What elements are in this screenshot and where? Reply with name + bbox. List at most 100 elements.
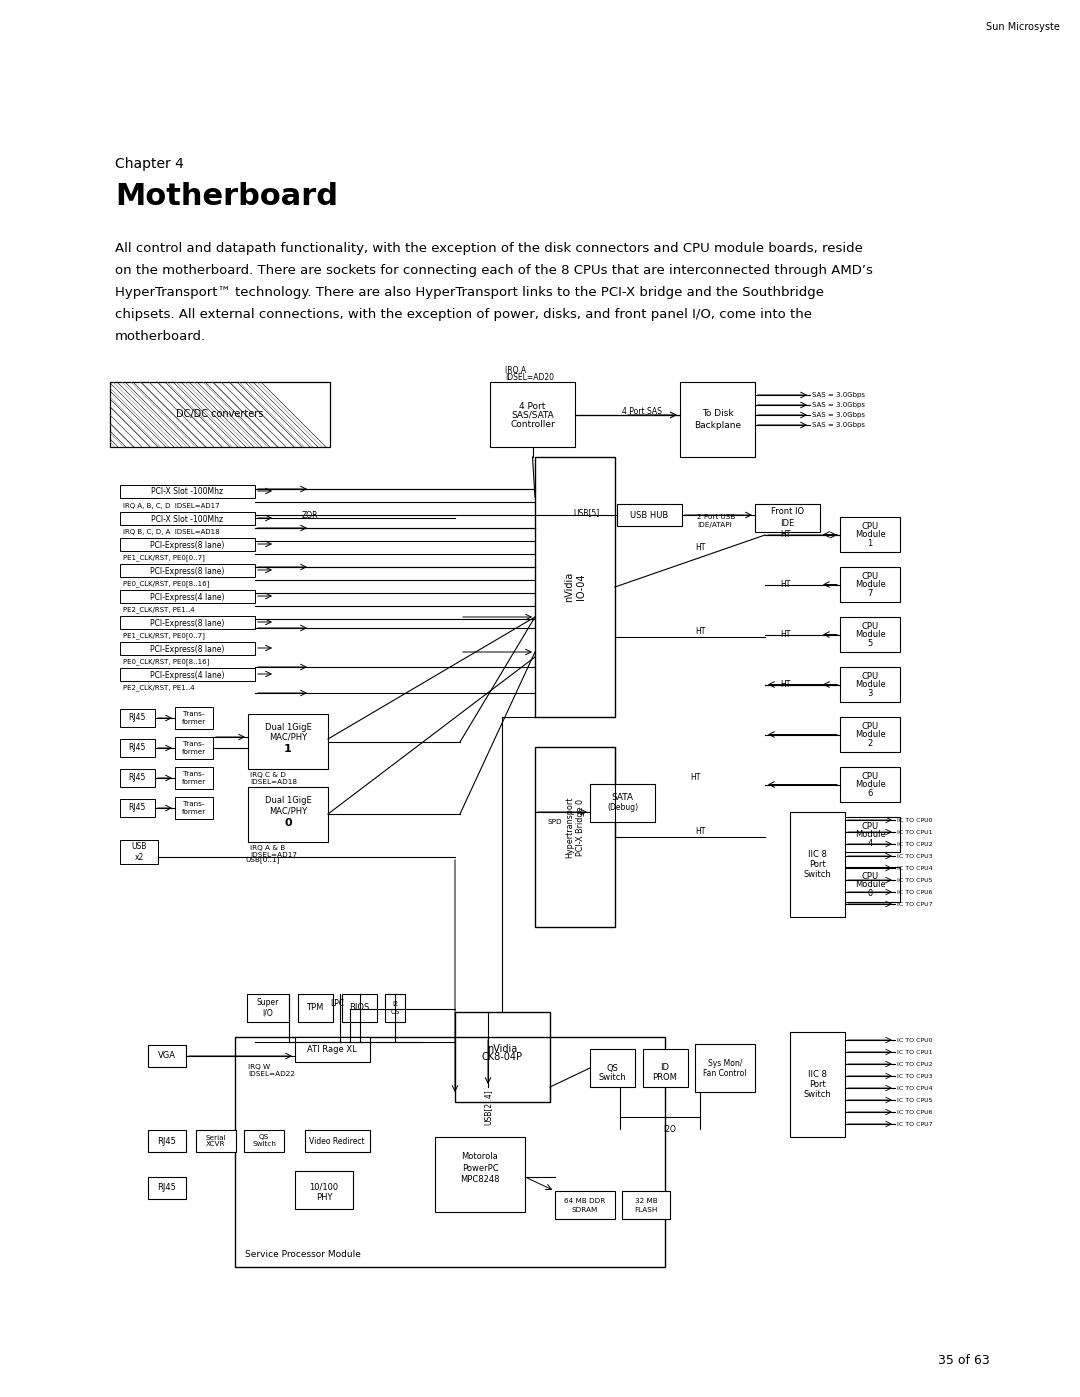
Bar bbox=[696, 1044, 755, 1092]
Text: PE0_CLK/RST, PE0[8..16]: PE0_CLK/RST, PE0[8..16] bbox=[123, 581, 210, 587]
Text: PCI-Express(4 lane): PCI-Express(4 lane) bbox=[150, 592, 225, 602]
Text: ID: ID bbox=[661, 1063, 670, 1073]
Text: Serial
XCVR: Serial XCVR bbox=[206, 1134, 226, 1147]
Bar bbox=[840, 817, 900, 852]
Text: 7: 7 bbox=[867, 590, 873, 598]
Text: FLASH: FLASH bbox=[634, 1207, 658, 1213]
Text: Trans-
former: Trans- former bbox=[181, 711, 206, 725]
Text: IDSEL=AD22: IDSEL=AD22 bbox=[248, 1071, 295, 1077]
Text: PCI-Express(8 lane): PCI-Express(8 lane) bbox=[150, 567, 225, 576]
Text: IDE: IDE bbox=[781, 518, 795, 528]
Text: motherboard.: motherboard. bbox=[114, 330, 206, 344]
Bar bbox=[120, 643, 255, 655]
Bar bbox=[175, 798, 213, 819]
Text: IC TO CPU7: IC TO CPU7 bbox=[897, 1122, 933, 1126]
Text: QS: QS bbox=[606, 1063, 618, 1073]
Text: BIOS: BIOS bbox=[349, 1003, 369, 1013]
Text: CPU: CPU bbox=[862, 522, 878, 531]
Text: 1: 1 bbox=[284, 745, 292, 754]
Text: 10/100: 10/100 bbox=[310, 1182, 338, 1192]
Text: Dual 1GigE: Dual 1GigE bbox=[265, 724, 311, 732]
Text: RJ45: RJ45 bbox=[129, 774, 146, 782]
Text: CPU: CPU bbox=[862, 622, 878, 631]
Text: Switch: Switch bbox=[804, 870, 832, 879]
Text: 4 Port SAS: 4 Port SAS bbox=[622, 407, 662, 415]
Text: Backplane: Backplane bbox=[694, 420, 741, 430]
Bar bbox=[120, 590, 255, 604]
Text: HT: HT bbox=[694, 542, 705, 552]
Text: I2O: I2O bbox=[663, 1125, 676, 1133]
Bar bbox=[175, 707, 213, 729]
Text: Front IO: Front IO bbox=[771, 507, 805, 517]
Text: IRQ A: IRQ A bbox=[505, 366, 526, 374]
Text: Module: Module bbox=[854, 830, 886, 840]
Text: 2 Port USB: 2 Port USB bbox=[697, 514, 735, 520]
Text: SDRAM: SDRAM bbox=[572, 1207, 598, 1213]
Text: Module: Module bbox=[854, 880, 886, 888]
Text: 0: 0 bbox=[867, 888, 873, 898]
Text: HT: HT bbox=[780, 580, 791, 590]
Bar bbox=[175, 767, 213, 789]
Text: I2
OS: I2 OS bbox=[390, 1002, 400, 1014]
Text: Port: Port bbox=[809, 1080, 826, 1090]
Text: PE1_CLK/RST, PE0[0..7]: PE1_CLK/RST, PE0[0..7] bbox=[123, 633, 205, 640]
Text: Sun Microsyste: Sun Microsyste bbox=[986, 22, 1059, 32]
Text: nVidia: nVidia bbox=[487, 1044, 517, 1053]
Text: Module: Module bbox=[854, 680, 886, 689]
Text: IC TO CPU1: IC TO CPU1 bbox=[897, 1049, 932, 1055]
Bar bbox=[840, 617, 900, 652]
Text: IC TO CPU6: IC TO CPU6 bbox=[897, 1109, 932, 1115]
Bar bbox=[148, 1130, 186, 1153]
Text: nVidia
IO-04: nVidia IO-04 bbox=[564, 571, 585, 602]
Text: Switch: Switch bbox=[804, 1090, 832, 1099]
Text: Switch: Switch bbox=[598, 1073, 626, 1083]
Bar bbox=[617, 504, 681, 527]
Bar bbox=[643, 1049, 688, 1087]
Bar bbox=[680, 381, 755, 457]
Text: IRQ B, C, D, A  IDSEL=AD18: IRQ B, C, D, A IDSEL=AD18 bbox=[123, 529, 219, 535]
Text: RJ45: RJ45 bbox=[158, 1183, 176, 1193]
Text: Chapter 4: Chapter 4 bbox=[114, 156, 184, 170]
Text: CPU: CPU bbox=[862, 722, 878, 731]
Text: Fan Control: Fan Control bbox=[703, 1069, 746, 1077]
Bar bbox=[120, 668, 255, 680]
Text: 0: 0 bbox=[284, 817, 292, 827]
Bar bbox=[755, 504, 820, 532]
Text: TPM: TPM bbox=[307, 1003, 324, 1013]
Text: 1: 1 bbox=[867, 539, 873, 548]
Bar bbox=[789, 1032, 845, 1137]
Text: PCI-Express(8 lane): PCI-Express(8 lane) bbox=[150, 644, 225, 654]
Text: IC TO CPU2: IC TO CPU2 bbox=[897, 1062, 933, 1066]
Bar bbox=[120, 840, 158, 863]
Text: 5: 5 bbox=[867, 638, 873, 648]
Text: PowerPC: PowerPC bbox=[461, 1164, 498, 1173]
Text: PE1_CLK/RST, PE0[0..7]: PE1_CLK/RST, PE0[0..7] bbox=[123, 555, 205, 562]
Text: HT: HT bbox=[694, 827, 705, 837]
Text: PE2_CLK/RST, PE1..4: PE2_CLK/RST, PE1..4 bbox=[123, 606, 194, 613]
Text: USB
x2: USB x2 bbox=[132, 842, 147, 862]
Text: HT: HT bbox=[780, 680, 791, 689]
Text: IC TO CPU4: IC TO CPU4 bbox=[897, 866, 933, 870]
Bar bbox=[435, 1137, 525, 1213]
Text: 3: 3 bbox=[867, 689, 873, 698]
Text: VGA: VGA bbox=[158, 1052, 176, 1060]
Text: HT: HT bbox=[780, 529, 791, 539]
Bar bbox=[622, 1192, 670, 1220]
Text: SAS = 3.0Gbps: SAS = 3.0Gbps bbox=[812, 393, 865, 398]
Bar bbox=[840, 868, 900, 902]
Bar bbox=[342, 995, 377, 1023]
Text: PCI-X Slot -100Mhz: PCI-X Slot -100Mhz bbox=[151, 514, 224, 524]
Text: 64 MB DDR: 64 MB DDR bbox=[565, 1199, 606, 1204]
Text: 35 of 63: 35 of 63 bbox=[939, 1354, 990, 1368]
Bar bbox=[840, 517, 900, 552]
Text: IC TO CPU5: IC TO CPU5 bbox=[897, 1098, 932, 1102]
Text: 6: 6 bbox=[867, 789, 873, 798]
Text: Dual 1GigE: Dual 1GigE bbox=[265, 796, 311, 805]
Bar bbox=[148, 1045, 186, 1067]
Text: Service Processor Module: Service Processor Module bbox=[245, 1250, 361, 1259]
Bar bbox=[120, 538, 255, 550]
Bar bbox=[840, 567, 900, 602]
Text: USB[5]: USB[5] bbox=[573, 509, 600, 517]
Bar bbox=[235, 1037, 665, 1267]
Text: on the motherboard. There are sockets for connecting each of the 8 CPUs that are: on the motherboard. There are sockets fo… bbox=[114, 264, 873, 277]
